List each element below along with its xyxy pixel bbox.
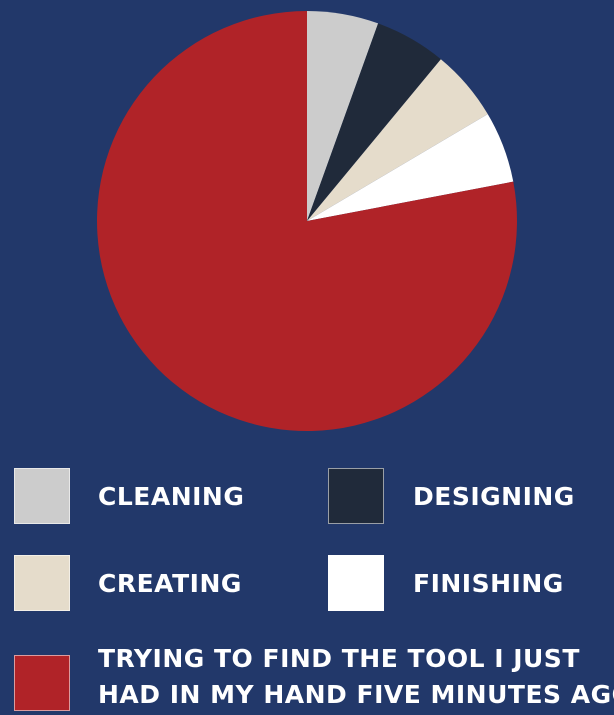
- legend-label-trying-line-2: HAD IN MY HAND FIVE MINUTES AGO: [98, 680, 614, 709]
- pie-slice-cleaning: [307, 11, 379, 221]
- pie-slice-creating: [307, 59, 488, 221]
- pie-slice-trying-to-find-tool: [96, 11, 517, 432]
- pie-chart: [96, 11, 517, 432]
- legend-label-trying-line-1: TRYING TO FIND THE TOOL I JUST: [98, 644, 580, 673]
- pie-slice-finishing: [307, 114, 514, 221]
- legend-swatch-creating: [14, 555, 70, 611]
- legend-swatch-finishing: [328, 555, 384, 611]
- legend-label-finishing: FINISHING: [413, 569, 564, 598]
- legend-label-creating: CREATING: [98, 569, 242, 598]
- legend-swatch-cleaning: [14, 468, 70, 524]
- pie-slice-designing: [307, 23, 441, 222]
- legend-swatch-designing: [328, 468, 384, 524]
- legend-swatch-trying-to-find-tool: [14, 655, 70, 711]
- legend-label-designing: DESIGNING: [413, 482, 575, 511]
- legend-label-cleaning: CLEANING: [98, 482, 245, 511]
